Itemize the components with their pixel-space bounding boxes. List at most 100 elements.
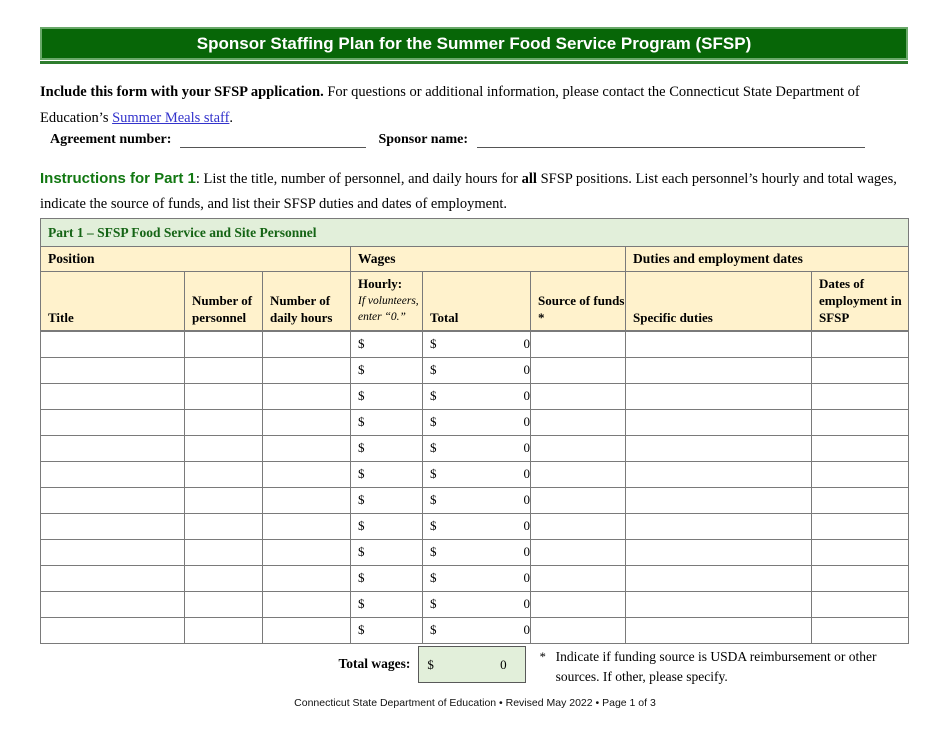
daily-hours-cell[interactable] [262, 564, 351, 592]
specific-duties-cell[interactable] [625, 538, 812, 566]
source-of-funds-cell[interactable] [530, 460, 626, 488]
specific-duties-cell[interactable] [625, 408, 812, 436]
personnel-cell[interactable] [184, 330, 263, 358]
title-cell[interactable] [40, 330, 185, 358]
dates-of-employment-cell[interactable] [810, 538, 910, 566]
total-cell[interactable]: $ 0 [422, 460, 531, 488]
title-cell[interactable] [40, 434, 185, 462]
title-cell[interactable] [40, 486, 185, 514]
hourly-cell[interactable]: $ [350, 538, 423, 566]
total-cell[interactable]: $ 0 [422, 356, 531, 384]
total-cell[interactable]: $ 0 [422, 564, 531, 592]
hourly-cell[interactable]: $ [350, 408, 423, 436]
title-cell[interactable] [40, 512, 185, 540]
title-cell[interactable] [40, 590, 185, 618]
personnel-cell[interactable] [184, 356, 263, 384]
personnel-cell[interactable] [184, 460, 263, 488]
specific-duties-cell[interactable] [625, 590, 812, 618]
source-of-funds-cell[interactable] [530, 538, 626, 566]
personnel-cell[interactable] [184, 434, 263, 462]
total-cell[interactable]: $ 0 [422, 408, 531, 436]
hourly-cell[interactable]: $ [350, 512, 423, 540]
agreement-number-input[interactable] [180, 130, 367, 148]
hourly-cell[interactable]: $ [350, 382, 423, 410]
hourly-cell[interactable]: $ [350, 486, 423, 514]
dates-of-employment-cell[interactable] [810, 512, 910, 540]
daily-hours-cell[interactable] [262, 486, 351, 514]
hourly-cell[interactable]: $ [350, 460, 423, 488]
source-of-funds-cell[interactable] [530, 512, 626, 540]
specific-duties-cell[interactable] [625, 486, 812, 514]
source-of-funds-cell[interactable] [530, 486, 626, 514]
source-of-funds-cell[interactable] [530, 434, 626, 462]
specific-duties-cell[interactable] [625, 434, 812, 462]
hourly-cell[interactable]: $ [350, 590, 423, 618]
daily-hours-cell[interactable] [262, 408, 351, 436]
dates-of-employment-cell[interactable] [810, 564, 910, 592]
personnel-cell[interactable] [184, 512, 263, 540]
title-cell[interactable] [40, 356, 185, 384]
daily-hours-cell[interactable] [262, 330, 351, 358]
source-of-funds-cell[interactable] [530, 408, 626, 436]
dates-of-employment-cell[interactable] [810, 434, 910, 462]
personnel-cell[interactable] [184, 538, 263, 566]
source-of-funds-cell[interactable] [530, 564, 626, 592]
title-cell[interactable] [40, 538, 185, 566]
hourly-cell[interactable]: $ [350, 330, 423, 358]
daily-hours-cell[interactable] [262, 590, 351, 618]
specific-duties-cell[interactable] [625, 616, 812, 644]
dates-of-employment-cell[interactable] [810, 382, 910, 410]
source-of-funds-cell[interactable] [530, 590, 626, 618]
specific-duties-cell[interactable] [625, 564, 812, 592]
personnel-cell[interactable] [184, 616, 263, 644]
total-cell[interactable]: $ 0 [422, 382, 531, 410]
personnel-cell[interactable] [184, 486, 263, 514]
daily-hours-cell[interactable] [262, 538, 351, 566]
personnel-cell[interactable] [184, 408, 263, 436]
total-cell[interactable]: $ 0 [422, 434, 531, 462]
dates-of-employment-cell[interactable] [810, 590, 910, 618]
daily-hours-cell[interactable] [262, 434, 351, 462]
title-cell[interactable] [40, 382, 185, 410]
hourly-cell[interactable]: $ [350, 564, 423, 592]
specific-duties-cell[interactable] [625, 382, 812, 410]
specific-duties-cell[interactable] [625, 512, 812, 540]
personnel-cell[interactable] [184, 382, 263, 410]
daily-hours-cell[interactable] [262, 512, 351, 540]
source-of-funds-cell[interactable] [530, 356, 626, 384]
dates-of-employment-cell[interactable] [810, 408, 910, 436]
source-of-funds-cell[interactable] [530, 382, 626, 410]
title-cell[interactable] [40, 460, 185, 488]
daily-hours-cell[interactable] [262, 616, 351, 644]
hourly-cell[interactable]: $ [350, 434, 423, 462]
dates-of-employment-cell[interactable] [810, 616, 910, 644]
total-cell[interactable]: $ 0 [422, 330, 531, 358]
total-cell[interactable]: $ 0 [422, 616, 531, 644]
specific-duties-cell[interactable] [625, 356, 812, 384]
dates-of-employment-cell[interactable] [810, 460, 910, 488]
specific-duties-cell[interactable] [625, 460, 812, 488]
daily-hours-cell[interactable] [262, 460, 351, 488]
title-cell[interactable] [40, 408, 185, 436]
daily-hours-cell[interactable] [262, 356, 351, 384]
source-of-funds-cell[interactable] [530, 616, 626, 644]
sponsor-name-input[interactable] [477, 130, 866, 148]
dates-of-employment-cell[interactable] [810, 330, 910, 358]
summer-meals-link[interactable]: Summer Meals staff [112, 110, 230, 126]
total-cell[interactable]: $ 0 [422, 590, 531, 618]
dates-of-employment-cell[interactable] [810, 486, 910, 514]
instructions-heading: Instructions for Part 1 [40, 170, 196, 187]
personnel-cell[interactable] [184, 590, 263, 618]
title-cell[interactable] [40, 564, 185, 592]
hourly-cell[interactable]: $ [350, 356, 423, 384]
title-cell[interactable] [40, 616, 185, 644]
dates-of-employment-cell[interactable] [810, 356, 910, 384]
personnel-cell[interactable] [184, 564, 263, 592]
daily-hours-cell[interactable] [262, 382, 351, 410]
total-cell[interactable]: $ 0 [422, 538, 531, 566]
total-cell[interactable]: $ 0 [422, 486, 531, 514]
hourly-cell[interactable]: $ [350, 616, 423, 644]
source-of-funds-cell[interactable] [530, 330, 626, 358]
total-cell[interactable]: $ 0 [422, 512, 531, 540]
specific-duties-cell[interactable] [625, 330, 812, 358]
